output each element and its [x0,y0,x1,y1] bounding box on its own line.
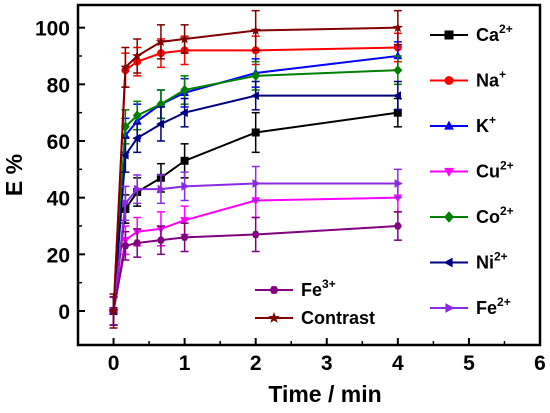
y-tick-label: 40 [47,188,70,211]
data-point [180,233,189,241]
legend-item: Cu2+ [430,159,514,182]
data-point [252,179,261,188]
series-cu-2plus [109,182,403,326]
data-point [120,61,131,72]
legend-label: Fe3+ [301,277,336,300]
legend-label: Na+ [476,68,506,91]
data-point [132,50,143,61]
legend-superscript: 2+ [500,159,514,173]
legend-superscript: 2+ [494,250,508,264]
legend-superscript: 2+ [499,22,513,36]
data-point [393,108,402,117]
series-contrast [108,9,403,329]
x-axis-label: Time / min [268,381,381,407]
data-point [180,156,189,165]
data-point [180,217,189,226]
data-point [122,198,131,208]
legend-marker [269,286,279,294]
legend-superscript: + [499,68,506,82]
y-axis-label: E % [1,154,27,196]
x-tick-label: 3 [321,352,333,375]
legend-label: Ca2+ [476,22,513,45]
legend-superscript: 2+ [497,295,511,309]
data-point [181,181,190,191]
data-point [133,239,142,247]
legend-item: Ni2+ [430,250,508,273]
data-point [250,91,259,101]
x-tick-label: 5 [463,352,475,375]
x-tick-label: 2 [250,352,262,375]
data-point [108,305,119,316]
data-point [121,242,130,250]
data-point [251,231,260,238]
legend-item: K+ [430,113,496,136]
series-layer [108,9,403,329]
data-point [157,184,166,194]
y-tick-label: 100 [35,18,70,41]
legend-label: Contrast [301,308,375,328]
legend-item: Ca2+ [430,22,513,45]
plot-frame [76,3,542,347]
legend-marker [444,30,454,40]
legend-superscript: + [489,113,496,127]
x-tick-label: 0 [108,352,120,375]
x-tick-label: 4 [392,352,404,375]
legend-label: Ni2+ [476,250,508,273]
legend-marker [444,120,454,130]
data-point [393,65,403,76]
legend-item: Fe2+ [430,295,511,318]
data-point [132,133,141,143]
legend-marker [443,257,453,268]
data-point [392,22,403,32]
data-point [393,91,401,101]
legend-item: Contrast [255,308,375,328]
x-tick-label: 6 [534,352,546,375]
data-point [394,179,403,188]
data-point [120,150,129,160]
legend-marker [444,76,454,85]
data-point [179,33,190,44]
data-point [251,70,261,81]
legend-label: Co2+ [476,204,514,227]
data-point [156,236,165,244]
legend-label: Cu2+ [476,159,514,182]
data-point [393,222,402,230]
legend-label: K+ [476,113,496,136]
data-point [132,110,142,121]
legend-superscript: 2+ [500,204,514,218]
y-tick-label: 0 [58,301,70,324]
data-point [251,197,261,206]
data-point [156,119,165,129]
series-fe-3plus [109,211,402,326]
data-point [179,108,188,118]
legend-marker [268,311,280,323]
data-point [180,84,189,96]
legend-item: Co2+ [430,204,514,227]
y-tick-label: 20 [47,244,70,267]
legend-marker [444,167,454,177]
data-point [393,51,403,60]
plot-border [76,3,542,347]
legend-superscript: 3+ [322,277,336,291]
data-point [155,36,167,47]
legend-label: Fe2+ [476,295,511,318]
data-point [251,128,260,137]
data-point [156,99,166,110]
legend-marker [444,211,454,223]
legend-item: Fe3+ [255,277,336,300]
x-tick-label: 1 [179,352,191,375]
legend-item: Na+ [430,68,506,91]
legend: Ca2+ Na+ K+ Cu2+ Co2+ Ni2+ Fe2+ Fe3+ Contrast [255,22,514,328]
data-point [393,194,403,203]
y-tick-label: 60 [47,131,70,154]
legend-marker [445,303,455,313]
y-tick-label: 80 [47,74,70,97]
data-point [134,184,142,194]
data-point [250,25,261,35]
